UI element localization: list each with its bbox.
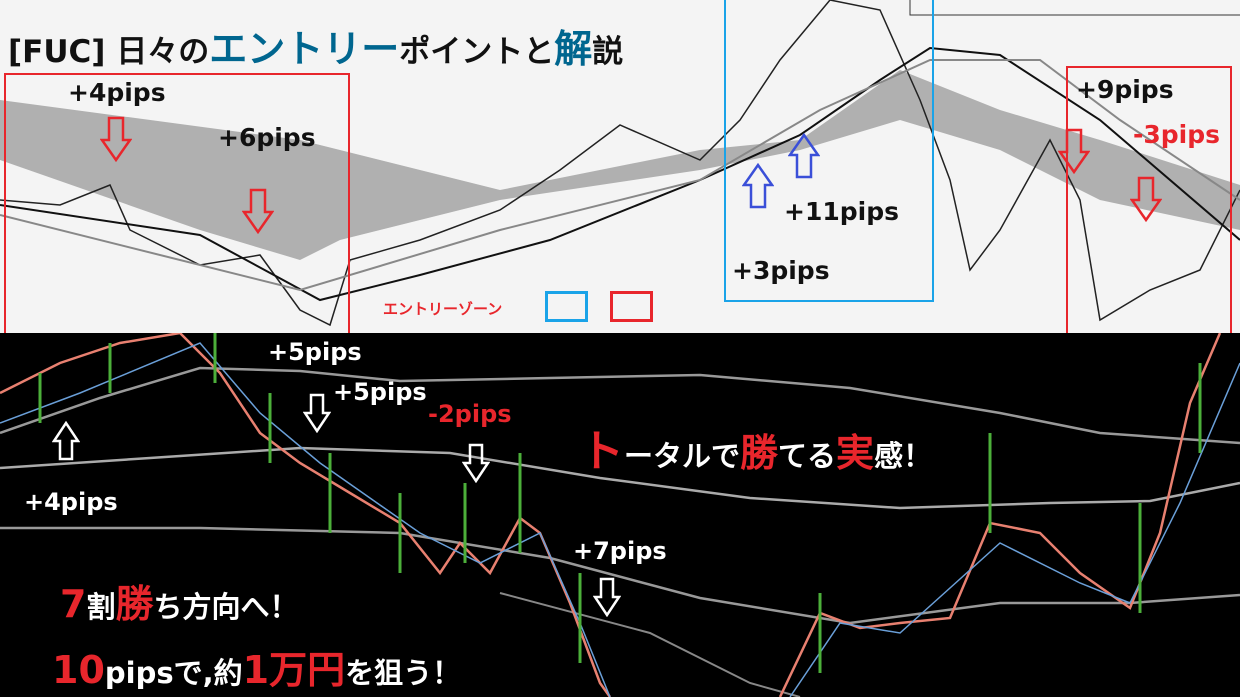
gray-line xyxy=(0,446,1240,510)
legend-blue-swatch xyxy=(545,291,588,322)
legend-red-swatch xyxy=(610,291,653,322)
pips-label: +5pips xyxy=(268,338,362,366)
green-candles xyxy=(38,333,1202,673)
blue-ma-line xyxy=(789,362,1240,697)
gray-line xyxy=(499,592,801,697)
gray-ma-line xyxy=(0,59,1240,292)
bottom-chart-lines xyxy=(0,333,1240,697)
red-entry-zone xyxy=(1066,66,1232,333)
red-down-arrow-icon xyxy=(100,116,132,162)
page-title: [FUC] 日々のエントリーポイントと解説 xyxy=(8,27,624,71)
pips-label: +6pips xyxy=(218,123,316,152)
top-chart-lines xyxy=(0,0,1240,327)
pips-label: +9pips xyxy=(1076,75,1174,104)
top-chart-panel: [FUC] 日々のエントリーポイントと解説 +4pips +6pips +11p… xyxy=(0,0,1240,333)
slogan-total-win: トータルで勝てる実感！ xyxy=(580,426,933,477)
red-down-arrow-icon xyxy=(1058,128,1090,174)
white-down-arrow-icon xyxy=(462,443,490,483)
pips-label: -2pips xyxy=(428,400,512,428)
gray-line xyxy=(0,366,1240,445)
legend-label: エントリーゾーン xyxy=(383,300,503,318)
pips-label: +5pips xyxy=(333,378,427,406)
white-down-arrow-icon xyxy=(593,577,621,617)
pips-label: +4pips xyxy=(68,78,166,107)
pips-label: -3pips xyxy=(1133,120,1221,149)
red-entry-zone xyxy=(4,73,350,333)
pips-label: +4pips xyxy=(24,488,118,516)
price-line xyxy=(0,0,1240,327)
red-down-arrow-icon xyxy=(242,188,274,234)
blue-up-arrow-icon xyxy=(742,163,774,209)
white-up-arrow-icon xyxy=(52,421,80,461)
red-down-arrow-icon xyxy=(1130,176,1162,222)
white-down-arrow-icon xyxy=(303,393,331,433)
slogan-win-rate: 7割勝ち方向へ！ xyxy=(60,582,299,626)
blue-ma-line xyxy=(0,342,611,697)
ribbon-band xyxy=(0,70,1240,260)
bottom-chart-panel: +5pips +5pips -2pips +4pips +7pips トータルで… xyxy=(0,333,1240,697)
slogan-target: 10pipsで,約1万円を狙う！ xyxy=(52,648,462,692)
blue-up-arrow-icon xyxy=(788,133,820,179)
top-line xyxy=(909,0,1240,16)
pips-label: +3pips xyxy=(732,256,830,285)
pips-label: +11pips xyxy=(784,197,899,226)
blue-entry-zone xyxy=(724,0,934,302)
gray-line xyxy=(0,526,1240,625)
pips-label: +7pips xyxy=(573,537,667,565)
